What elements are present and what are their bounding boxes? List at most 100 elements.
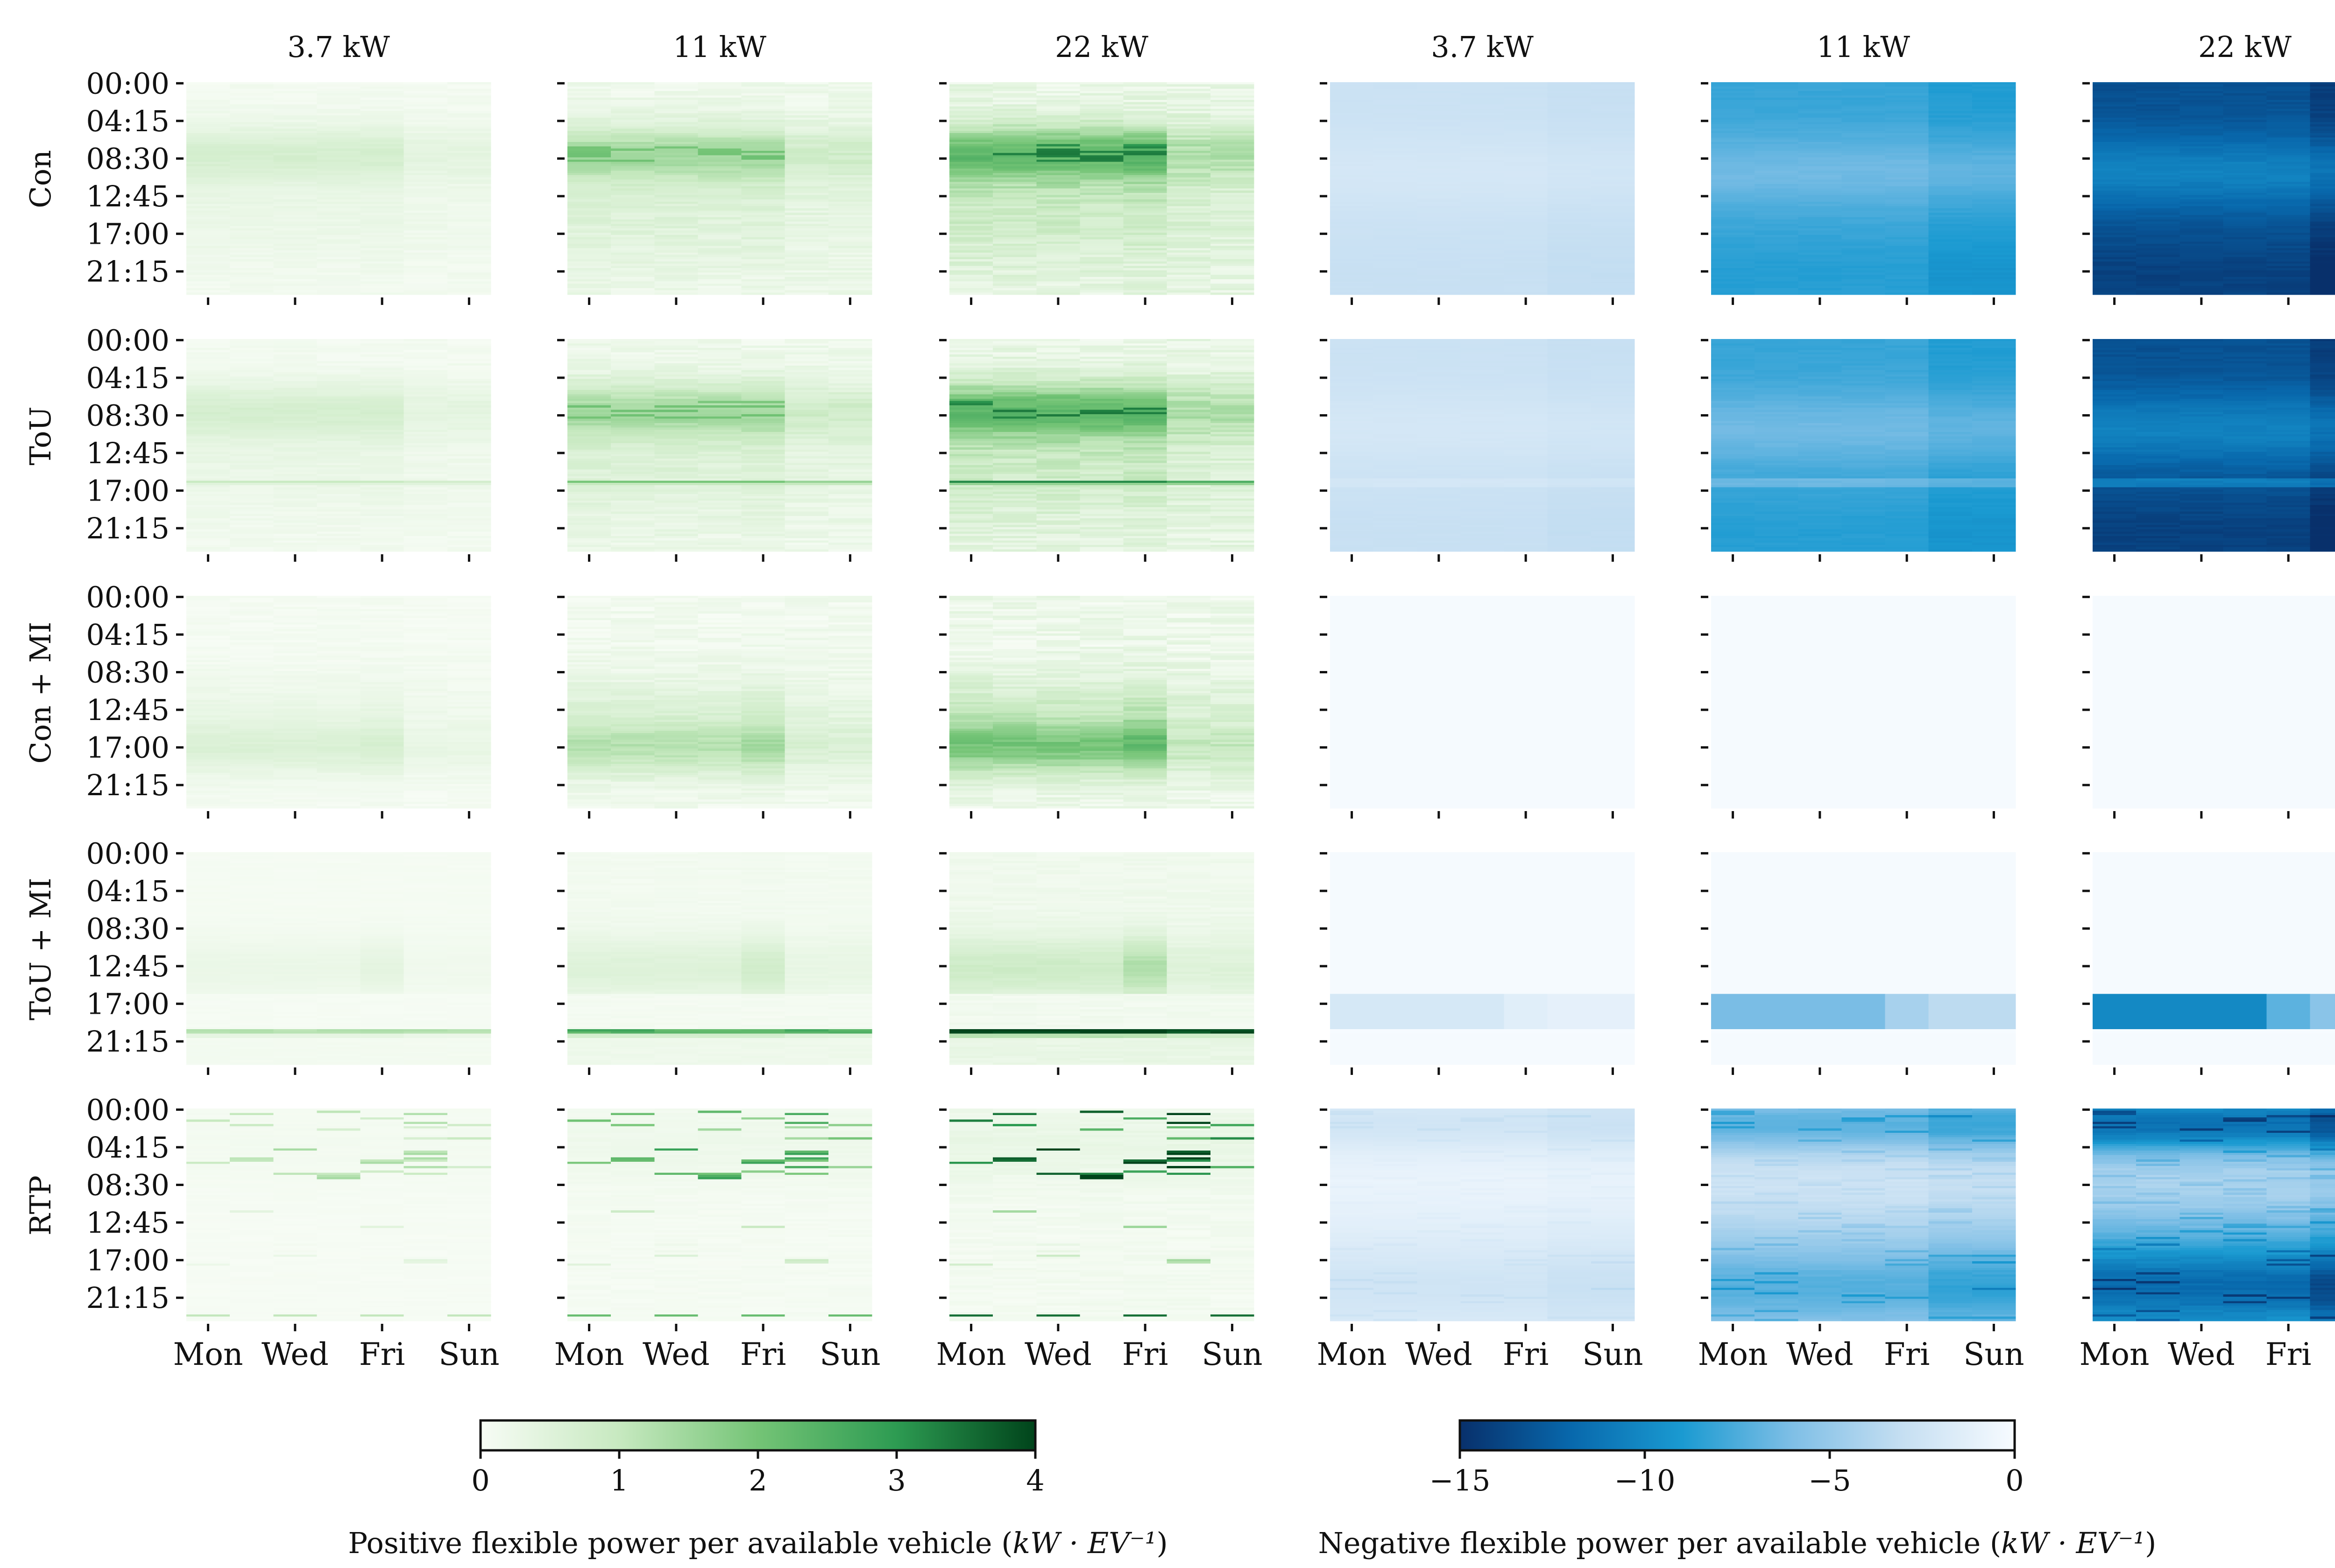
heatmap-cell <box>317 492 361 494</box>
heatmap-cell <box>1460 239 1505 242</box>
heatmap-cell <box>1591 191 1635 193</box>
heatmap-cell <box>1417 168 1461 171</box>
heatmap-cell <box>567 454 611 457</box>
heatmap-cell <box>273 359 318 361</box>
heatmap-cell <box>2223 219 2267 222</box>
heatmap-cell <box>1036 279 1081 282</box>
heatmap-cell <box>785 226 829 229</box>
heatmap-cell <box>1755 186 1798 189</box>
heatmap-cell <box>1210 179 1254 182</box>
heatmap-cell <box>1123 168 1168 171</box>
heatmap-cell <box>785 281 829 284</box>
heatmap-cell <box>1036 184 1081 187</box>
heatmap-cell <box>567 469 611 472</box>
heatmap-cell <box>1798 228 1842 231</box>
heatmap-cell <box>1123 159 1168 162</box>
heatmap-cell <box>654 164 699 167</box>
heatmap-cell <box>993 177 1037 180</box>
heatmap-cell <box>1798 120 1842 122</box>
heatmap-cell <box>447 155 491 158</box>
heatmap-cell <box>360 398 404 402</box>
heatmap-cell <box>230 148 274 151</box>
heatmap-cell <box>1591 162 1635 164</box>
heatmap-cell <box>1373 206 1417 209</box>
heatmap-cell <box>1591 270 1635 273</box>
heatmap-cell <box>567 99 611 103</box>
heatmap-cell <box>993 241 1037 244</box>
heatmap-cell <box>1591 199 1635 202</box>
heatmap-cell <box>611 254 655 258</box>
heatmap-cell <box>1373 120 1417 122</box>
heatmap-cell <box>2266 283 2311 286</box>
heatmap-cell <box>567 489 611 492</box>
heatmap-cell <box>785 113 829 116</box>
heatmap-cell <box>698 177 742 180</box>
heatmap-cell <box>273 385 318 388</box>
heatmap-cell <box>1373 126 1417 129</box>
heatmap-cell <box>1755 254 1798 258</box>
heatmap-cell <box>1711 201 1755 205</box>
heatmap-cell <box>611 197 655 200</box>
heatmap-cell <box>1591 235 1635 238</box>
heatmap-cell <box>1591 120 1635 122</box>
heatmap-cell <box>317 525 361 528</box>
heatmap-cell <box>403 540 448 543</box>
heatmap-cell <box>2136 275 2180 277</box>
x-axis-ticks <box>207 297 470 305</box>
heatmap-cell <box>1373 91 1417 94</box>
heatmap-cell <box>1417 217 1461 220</box>
heatmap-cell <box>1798 210 1842 213</box>
heatmap-cell <box>273 93 318 96</box>
heatmap-cell <box>1210 95 1254 98</box>
heatmap-cell <box>230 430 274 432</box>
heatmap-cell <box>447 182 491 184</box>
heatmap-cell <box>2310 120 2335 122</box>
heatmap-cell <box>949 266 993 268</box>
heatmap-cell <box>2266 140 2311 142</box>
heatmap-cell <box>1841 199 1886 202</box>
heatmap-cell <box>567 131 611 134</box>
heatmap-cell <box>1591 175 1635 178</box>
heatmap-cell <box>1547 182 1592 184</box>
heatmap-cell <box>1711 199 1755 202</box>
heatmap-cell <box>1972 277 2016 280</box>
heatmap-cell <box>741 210 785 213</box>
heatmap-cell <box>949 281 993 284</box>
heatmap-cell <box>785 98 829 100</box>
heatmap-cell <box>2223 141 2267 145</box>
heatmap-cell <box>1330 111 1374 113</box>
heatmap-cell <box>567 219 611 222</box>
heatmap-cell <box>1210 102 1254 105</box>
heatmap-cell <box>2310 221 2335 224</box>
heatmap-cell <box>317 487 361 490</box>
heatmap-cell <box>186 84 230 87</box>
heatmap-cell <box>1755 124 1798 127</box>
heatmap-cell <box>403 347 448 351</box>
heatmap-cell <box>360 219 404 222</box>
heatmap-cell <box>403 261 448 264</box>
heatmap-cell <box>1591 168 1635 171</box>
heatmap-cell <box>1755 148 1798 151</box>
heatmap-cell <box>1591 159 1635 162</box>
heatmap-cell <box>567 341 611 344</box>
heatmap-cell <box>1885 170 1929 173</box>
heatmap-cell <box>1036 290 1081 293</box>
heatmap-cell <box>447 509 491 512</box>
heatmap-cell <box>1972 199 2016 202</box>
heatmap-cell <box>785 192 829 196</box>
heatmap-cell <box>403 124 448 127</box>
heatmap-cell <box>273 547 318 550</box>
heatmap-cell <box>1080 102 1124 105</box>
panel-con-positive-11-kw <box>557 82 872 305</box>
heatmap-cell <box>360 230 404 233</box>
heatmap-cell <box>949 217 993 220</box>
heatmap-cell <box>1885 115 1929 118</box>
heatmap-cell <box>447 204 491 207</box>
heatmap-cell <box>993 106 1037 109</box>
heatmap-cell <box>1460 108 1505 112</box>
heatmap-cell <box>949 144 993 147</box>
heatmap-cell <box>447 443 491 446</box>
heatmap-cell <box>273 243 318 247</box>
heatmap-cell <box>1167 254 1211 258</box>
heatmap-cell <box>1460 195 1505 198</box>
